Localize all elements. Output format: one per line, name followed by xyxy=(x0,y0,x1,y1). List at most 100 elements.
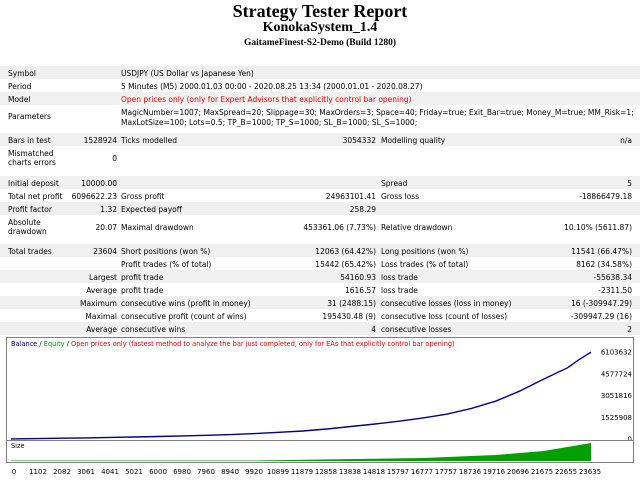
server-build: GaitameFinest-S2-Demo (Build 1280) xyxy=(244,38,396,48)
x-tick-label: 22655 xyxy=(555,468,577,476)
maximal-drawdown-label: Maximal drawdown xyxy=(121,223,194,232)
loss-trades-label: Loss trades (% of total) xyxy=(381,260,469,269)
long-positions-value: 11541 (66.47%) xyxy=(571,247,632,256)
gross-profit-label: Gross profit xyxy=(121,192,165,201)
x-tick-label: 20696 xyxy=(507,468,530,476)
maximal-label: Maximal xyxy=(85,312,117,321)
spread-value: 5 xyxy=(627,179,632,188)
chart-canvas: 6103632 4577724 3051816 1525908 0 xyxy=(10,349,633,443)
short-positions-label: Short positions (won %) xyxy=(121,247,211,256)
symbol-row: Symbol USDJPY (US Dollar vs Japanese Yen… xyxy=(0,66,640,79)
size-canvas xyxy=(11,443,591,461)
average-profit-value: 1616.57 xyxy=(344,286,376,295)
ticks-label: Ticks modelled xyxy=(121,136,178,145)
expected-payoff-label: Expected payoff xyxy=(121,205,182,214)
average-loss-label: loss trade xyxy=(381,286,418,295)
model-value: Open prices only (only for Expert Adviso… xyxy=(121,95,412,104)
legend-equity: Equity xyxy=(43,340,65,348)
net-profit-row: Total net profit 6096622.23 Gross profit… xyxy=(0,189,640,202)
parameters-line-1: MagicNumber=1007; MaxSpread=20; Slippage… xyxy=(121,108,634,117)
largest-label: Largest xyxy=(89,273,117,282)
spread-label: Spread xyxy=(381,179,408,188)
maximum-row: Maximum consecutive wins (profit in mone… xyxy=(0,296,640,309)
y-tick-label: 0 xyxy=(628,436,632,443)
net-profit-label: Total net profit xyxy=(8,192,63,201)
average-loss-value: -2311.50 xyxy=(598,286,632,295)
largest-loss-label: loss trade xyxy=(381,273,418,282)
avg-cons-losses-label: consecutive losses xyxy=(381,325,452,334)
profit-trades-row: Profit trades (% of total) 15442 (65.42%… xyxy=(0,257,640,270)
largest-profit-label: profit trade xyxy=(121,273,164,282)
largest-loss-value: -55638.34 xyxy=(593,273,633,282)
x-tick-label: 2082 xyxy=(53,468,71,476)
x-tick-label: 8940 xyxy=(221,468,239,476)
absolute-drawdown-label-2: drawdown xyxy=(8,227,47,236)
parameters-line-2: MaxLotSize=100; Lots=0.5; TP_B=1000; TP_… xyxy=(121,118,418,127)
loss-trades-value: 8162 (34.58%) xyxy=(576,260,632,269)
average-profit-label: profit trade xyxy=(121,286,164,295)
expected-payoff-value: 258.29 xyxy=(349,205,376,214)
quality-label: Modelling quality xyxy=(381,136,446,145)
y-tick-label: 3051816 xyxy=(601,392,633,400)
total-trades-label: Total trades xyxy=(8,247,52,256)
y-tick-label: 6103632 xyxy=(601,349,632,357)
maximal-cons-loss-value: -309947.29 (16) xyxy=(570,312,632,321)
avg-cons-wins-value: 4 xyxy=(371,325,376,334)
short-positions-value: 12063 (64.42%) xyxy=(315,247,376,256)
symbol-value: USDJPY (US Dollar vs Japanese Yen) xyxy=(121,69,254,78)
period-label: Period xyxy=(8,82,32,91)
y-tick-label: 4577724 xyxy=(601,370,633,378)
model-label: Model xyxy=(8,95,31,104)
balance-chart: Balance / Equity / Open prices only (fas… xyxy=(6,337,634,443)
legend-note: Open prices only (fastest method to anal… xyxy=(71,340,455,348)
size-area xyxy=(11,443,591,461)
x-tick-label: 6000 xyxy=(149,468,167,476)
profit-factor-value: 1.32 xyxy=(100,205,117,214)
drawdown-row: Absolute drawdown 20.07 Maximal drawdown… xyxy=(0,215,640,239)
gross-loss-label: Gross loss xyxy=(381,192,420,201)
profit-factor-row: Profit factor 1.32 Expected payoff 258.2… xyxy=(0,202,640,215)
x-tick-label: 10899 xyxy=(267,468,289,476)
net-profit-value: 6096622.23 xyxy=(71,192,117,201)
maximal-cons-profit-value: 195430.48 (9) xyxy=(322,312,376,321)
maximum-label: Maximum xyxy=(80,299,117,308)
relative-drawdown-value: 10.10% (5611.87) xyxy=(564,223,632,232)
x-tick-label: 1102 xyxy=(29,468,47,476)
legend-balance: Balance xyxy=(11,340,38,348)
bars-row: Bars in test 1528924 Ticks modelled 3054… xyxy=(0,133,640,146)
x-tick-label: 21675 xyxy=(531,468,553,476)
avg-cons-losses-value: 2 xyxy=(627,325,632,334)
absolute-drawdown-value: 20.07 xyxy=(95,223,117,232)
max-cons-losses-label: consecutive losses (loss in money) xyxy=(381,299,512,308)
x-tick-label: 19716 xyxy=(483,468,506,476)
model-row: Model Open prices only (only for Expert … xyxy=(0,92,640,105)
system-name: KonokaSystem_1.4 xyxy=(262,20,378,35)
profit-factor-label: Profit factor xyxy=(8,205,52,214)
bars-label: Bars in test xyxy=(8,136,51,145)
x-tick-label: 23635 xyxy=(579,468,601,476)
chart-legend: Balance / Equity / Open prices only (fas… xyxy=(11,340,455,348)
total-trades-value: 23604 xyxy=(93,247,117,256)
gross-loss-value: -18866479.18 xyxy=(579,192,632,201)
x-tick-label: 4041 xyxy=(101,468,119,476)
largest-profit-value: 54160.93 xyxy=(340,273,376,282)
x-tick-label: 0 xyxy=(12,468,16,476)
avg-cons-wins-label: consecutive wins xyxy=(121,325,186,334)
x-tick-label: 5021 xyxy=(125,468,143,476)
x-tick-label: 17757 xyxy=(435,468,457,476)
average-label: Average xyxy=(86,286,117,295)
legend-separator-1: / xyxy=(37,340,44,348)
size-label: Size xyxy=(11,442,25,450)
mismatched-label-1: Mismatched xyxy=(8,149,54,158)
mismatched-row: Mismatched charts errors 0 xyxy=(0,146,640,170)
x-tick-label: 18736 xyxy=(459,468,482,476)
x-tick-label: 13838 xyxy=(339,468,361,476)
balance-line xyxy=(10,351,592,440)
maximal-row: Maximal consecutive profit (count of wins… xyxy=(0,309,640,322)
x-tick-label: 12858 xyxy=(315,468,337,476)
ticks-value: 3054332 xyxy=(342,136,376,145)
x-tick-label: 3061 xyxy=(77,468,95,476)
quality-value: n/a xyxy=(620,136,632,145)
initial-deposit-row: Initial deposit 10000.00 Spread 5 xyxy=(0,176,640,189)
symbol-label: Symbol xyxy=(8,69,36,78)
